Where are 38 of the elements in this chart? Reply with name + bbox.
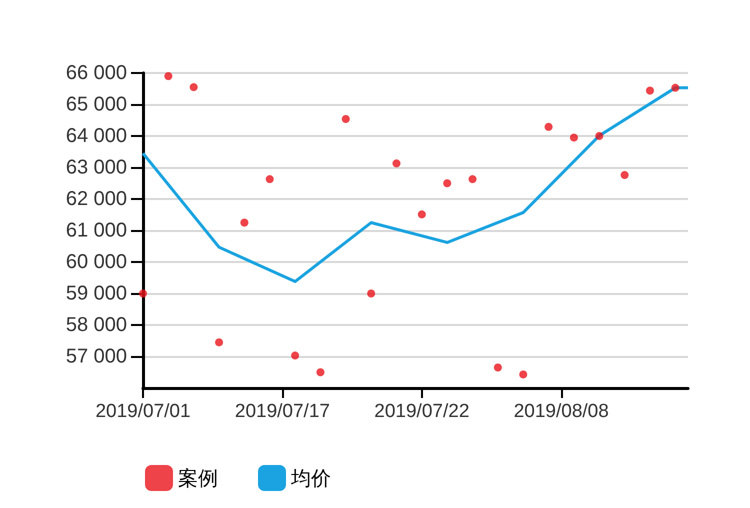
- y-tick-label: 66 000: [66, 62, 127, 84]
- point: [266, 175, 274, 184]
- x-tick-label: 2019/08/08: [514, 401, 609, 422]
- point: [646, 86, 654, 95]
- point: [392, 159, 400, 168]
- legend-label: 均价: [290, 466, 331, 490]
- point: [443, 179, 452, 188]
- point: [215, 338, 224, 346]
- point: [671, 84, 680, 92]
- point: [418, 210, 426, 218]
- point: [367, 290, 376, 298]
- y-tick-label: 64 000: [66, 125, 127, 147]
- point: [342, 114, 350, 123]
- point: [316, 368, 324, 376]
- point: [240, 218, 248, 227]
- point: [519, 370, 528, 378]
- y-tick-label: 58 000: [66, 314, 127, 336]
- y-tick-label: 60 000: [66, 251, 127, 273]
- y-tick-label: 59 000: [66, 282, 127, 304]
- y-tick-label: 57 000: [66, 346, 127, 368]
- x-tick-label: 2019/07/22: [374, 401, 470, 422]
- x-tick-label: 2019/07/01: [95, 401, 191, 422]
- point: [595, 132, 604, 140]
- point: [468, 175, 477, 184]
- x-tick-label: 2019/07/17: [234, 401, 330, 422]
- point: [291, 352, 300, 360]
- y-tick-label: 61 000: [66, 220, 127, 242]
- point: [139, 290, 147, 298]
- point: [620, 171, 629, 180]
- point: [190, 83, 198, 92]
- point: [164, 72, 172, 80]
- y-tick-label: 62 000: [66, 188, 127, 210]
- y-tick-label: 63 000: [66, 156, 127, 178]
- legend-label: 案例: [178, 466, 218, 490]
- y-tick-label: 65 000: [66, 94, 127, 116]
- point: [544, 122, 553, 131]
- point: [570, 134, 578, 142]
- point: [494, 364, 502, 372]
